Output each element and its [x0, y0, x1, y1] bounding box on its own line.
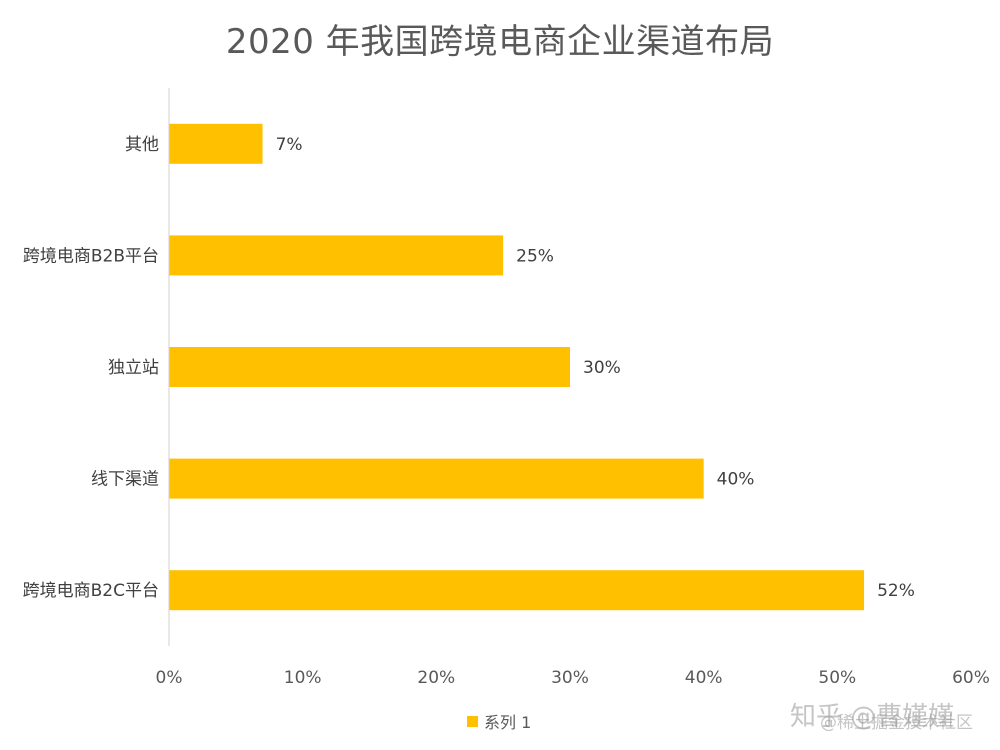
category-labels: 跨境电商B2C平台 线下渠道 独立站 跨境电商B2B平台 其他 — [23, 135, 159, 601]
x-tick-label-6: 60% — [952, 668, 990, 688]
legend: 系列 1 — [467, 709, 531, 733]
bars-layer — [169, 123, 865, 611]
legend-swatch — [467, 715, 478, 727]
legend-series-name: 系列 1 — [484, 713, 532, 732]
watermark-main: 知乎 @曹嫤嫤 — [790, 702, 955, 732]
x-tick-label-1: 10% — [284, 668, 322, 688]
x-tick-label-3: 30% — [551, 668, 589, 688]
category-label-0: 跨境电商B2C平台 — [23, 581, 159, 601]
category-label-1: 线下渠道 — [91, 470, 159, 490]
data-labels: 52% 40% 30% 25% 7% — [276, 135, 915, 601]
watermark-sub: @稀土掘金技术社区 — [820, 713, 973, 733]
data-label-0: 52% — [877, 581, 915, 601]
bar-3 — [169, 235, 504, 276]
category-label-4: 其他 — [125, 135, 159, 155]
data-label-3: 25% — [516, 246, 554, 266]
bar-4 — [169, 123, 263, 164]
x-tick-label-0: 0% — [156, 668, 183, 688]
data-label-4: 7% — [276, 135, 303, 155]
x-tick-label-2: 20% — [417, 668, 455, 688]
chart-title: 2020 年我国跨境电商企业渠道布局 — [225, 22, 775, 62]
data-label-1: 40% — [717, 470, 755, 490]
data-label-2: 30% — [583, 358, 621, 378]
category-label-2: 独立站 — [108, 358, 159, 378]
bar-2 — [169, 347, 570, 387]
category-label-3: 跨境电商B2B平台 — [23, 246, 159, 266]
bar-0 — [169, 570, 865, 611]
x-tick-label-5: 50% — [818, 668, 856, 688]
bar-1 — [169, 458, 704, 499]
x-tick-label-4: 40% — [685, 668, 723, 688]
x-tick-labels: 0% 10% 20% 30% 40% 50% 60% — [156, 668, 990, 688]
